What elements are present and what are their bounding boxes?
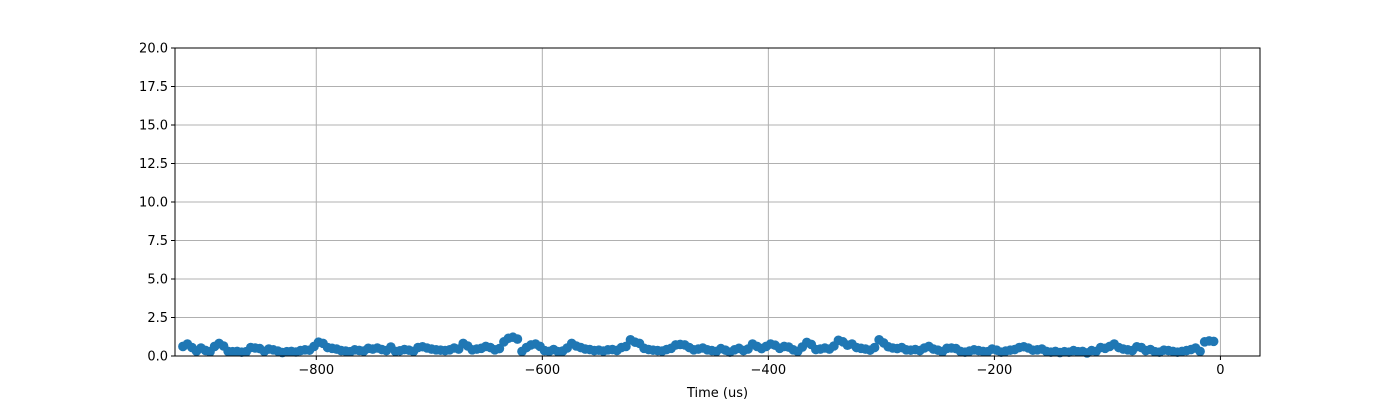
- x-tick-label: −800: [298, 363, 334, 378]
- y-tick-label: 5.0: [147, 273, 168, 288]
- x-axis-ticks: −800 −600 −400 −200 0: [298, 356, 1225, 378]
- y-tick-label: 2.5: [147, 311, 168, 326]
- data-point: [869, 342, 880, 353]
- data-point: [1208, 336, 1219, 347]
- y-tick-label: 20.0: [139, 42, 168, 57]
- y-axis-ticks: 0.0 2.5 5.0 7.5 10.0 12.5 15.0 17.5 20.0: [139, 42, 175, 365]
- y-tick-label: 10.0: [139, 196, 168, 211]
- y-tick-label: 0.0: [147, 350, 168, 365]
- x-tick-label: −200: [977, 363, 1013, 378]
- x-tick-label: −600: [524, 363, 560, 378]
- y-tick-label: 7.5: [147, 234, 168, 249]
- x-tick-label: −400: [751, 363, 787, 378]
- x-tick-label: 0: [1216, 363, 1224, 378]
- data-point: [494, 343, 505, 354]
- grid-lines: [175, 47, 1260, 357]
- x-axis-label: Time (us): [686, 386, 748, 400]
- data-point: [1195, 346, 1205, 357]
- y-tick-label: 12.5: [139, 157, 168, 172]
- data-points: [178, 332, 1219, 358]
- y-tick-label: 17.5: [139, 80, 168, 95]
- data-point: [512, 334, 523, 344]
- y-tick-label: 15.0: [139, 119, 168, 134]
